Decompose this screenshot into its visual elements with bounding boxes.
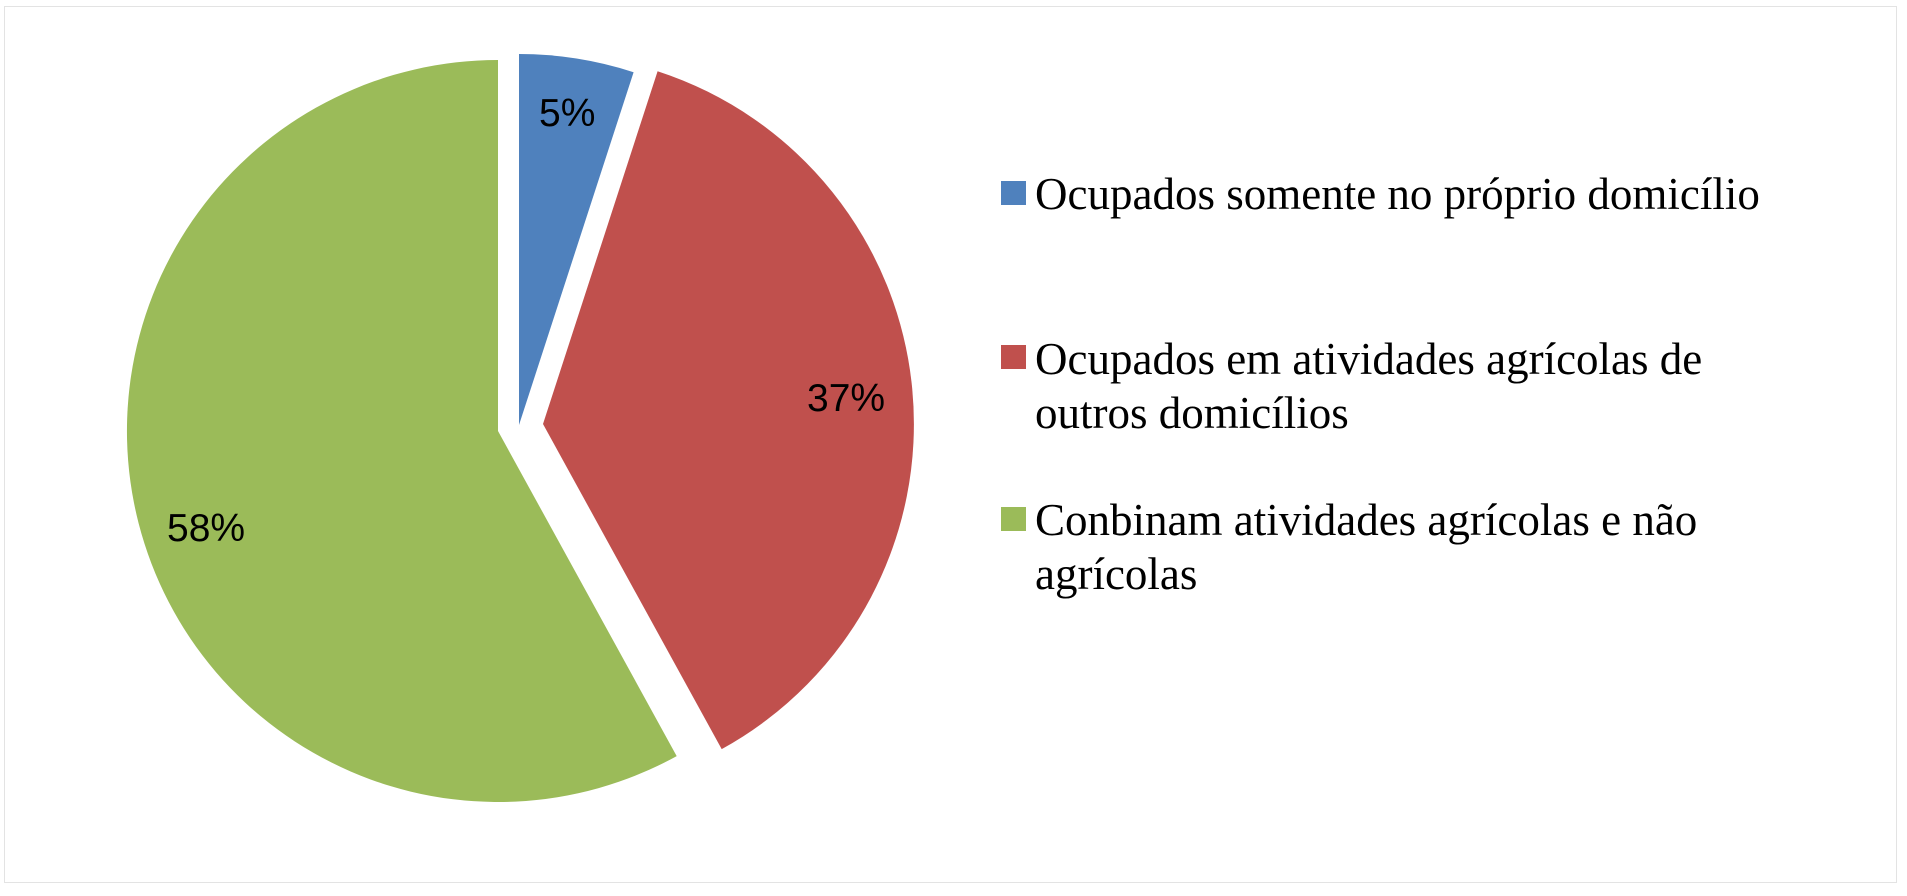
legend-label-green: Conbinam atividades agrícolas e não agrí…	[1035, 495, 1698, 599]
pie-slice-green[interactable]	[126, 60, 677, 802]
data-label-green: 58%	[167, 507, 245, 550]
pie-slice-blue[interactable]	[519, 54, 634, 425]
data-label-red: 37%	[807, 377, 885, 420]
legend-swatch-red	[1001, 345, 1026, 369]
legend-label-blue: Ocupados somente no próprio domicílio	[1035, 169, 1760, 219]
legend-label-red: Ocupados em atividades agrícolas de outr…	[1035, 334, 1703, 438]
data-label-blue: 5%	[539, 92, 595, 135]
legend-swatch-blue	[1001, 181, 1026, 205]
legend-swatch-green	[1001, 507, 1026, 531]
pie-slice-red[interactable]	[543, 71, 914, 750]
